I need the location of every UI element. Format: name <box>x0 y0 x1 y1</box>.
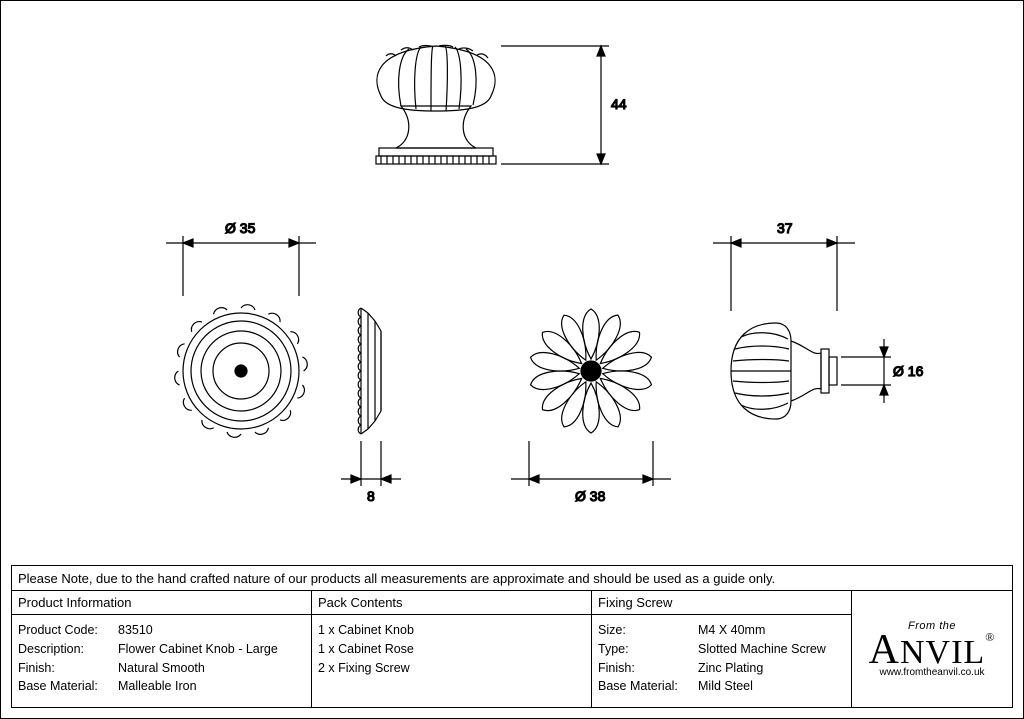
dim-rose-dia: Ø 35 <box>225 220 256 236</box>
pi-val-2: Natural Smooth <box>118 659 205 678</box>
brand-logo: From the ANVIL® www.fromtheanvil.co.uk <box>869 620 996 679</box>
note-text: Please Note, due to the hand crafted nat… <box>11 565 1013 591</box>
col-fixing-screw: Fixing Screw Size:M4 X 40mm Type:Slotted… <box>592 591 852 707</box>
pack-item-2: 2 x Fixing Screw <box>318 659 585 678</box>
pack-item-1: 1 x Cabinet Rose <box>318 640 585 659</box>
fs-label-2: Finish: <box>598 659 698 678</box>
col-header: Pack Contents <box>312 591 591 615</box>
dim-knob-depth: 37 <box>777 220 793 236</box>
view-knob-side: 37 Ø 16 <box>713 220 924 419</box>
pack-item-0: 1 x Cabinet Knob <box>318 621 585 640</box>
dim-knob-dia: Ø 38 <box>575 488 606 504</box>
logo-brand: ANVIL® <box>869 632 996 670</box>
logo-url: www.fromtheanvil.co.uk <box>869 667 996 678</box>
fs-label-3: Base Material: <box>598 677 698 696</box>
dim-fixing-dia: Ø 16 <box>893 363 924 379</box>
fs-val-1: Slotted Machine Screw <box>698 640 826 659</box>
col-pack-contents: Pack Contents 1 x Cabinet Knob 1 x Cabin… <box>312 591 592 707</box>
view-rose-front: Ø 35 <box>166 220 316 437</box>
col-header: Fixing Screw <box>592 591 851 615</box>
pi-label-0: Product Code: <box>18 621 118 640</box>
col-product-info: Product Information Product Code:83510 D… <box>12 591 312 707</box>
technical-drawing: 44 <box>1 1 1024 541</box>
page-frame: 44 <box>0 0 1024 719</box>
pi-label-2: Finish: <box>18 659 118 678</box>
view-rose-side: 8 <box>341 308 401 504</box>
dim-height: 44 <box>611 96 627 112</box>
col-logo: From the ANVIL® www.fromtheanvil.co.uk <box>852 591 1012 707</box>
view-assembly-side: 44 <box>376 45 627 164</box>
fs-label-0: Size: <box>598 621 698 640</box>
fs-label-1: Type: <box>598 640 698 659</box>
col-header: Product Information <box>12 591 311 615</box>
pi-val-3: Malleable Iron <box>118 677 197 696</box>
info-table: Product Information Product Code:83510 D… <box>11 591 1013 708</box>
pi-label-1: Description: <box>18 640 118 659</box>
pi-val-0: 83510 <box>118 621 153 640</box>
view-knob-front: Ø 38 <box>511 309 671 504</box>
fs-val-3: Mild Steel <box>698 677 753 696</box>
pi-label-3: Base Material: <box>18 677 118 696</box>
fs-val-2: Zinc Plating <box>698 659 763 678</box>
pi-val-1: Flower Cabinet Knob - Large <box>118 640 278 659</box>
fs-val-0: M4 X 40mm <box>698 621 765 640</box>
dim-rose-depth: 8 <box>367 488 375 504</box>
